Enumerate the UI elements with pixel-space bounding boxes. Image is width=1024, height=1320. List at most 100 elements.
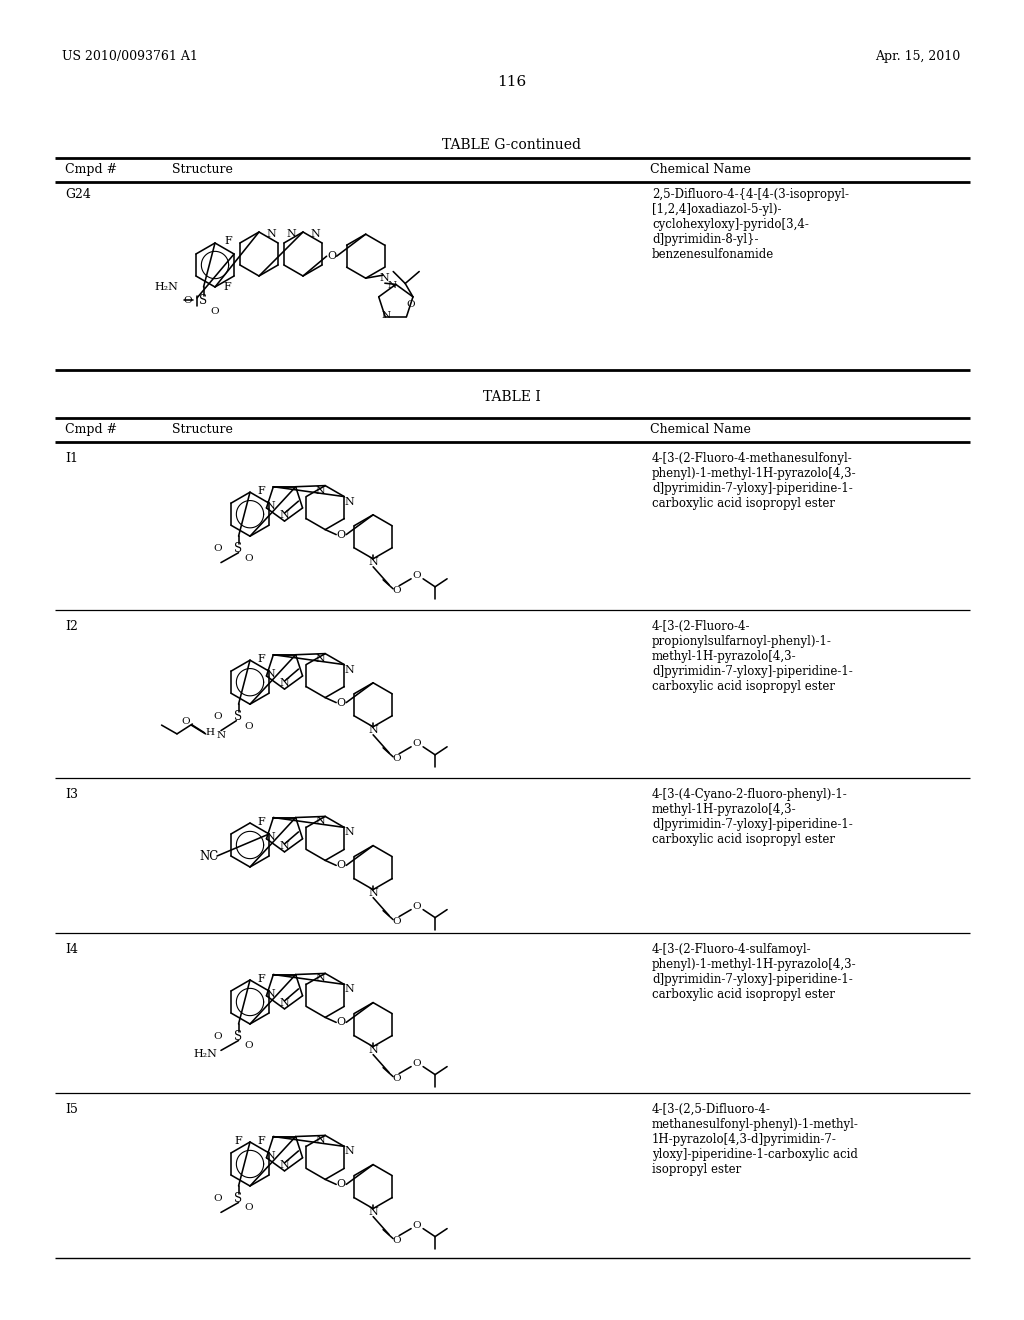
Text: N: N <box>266 230 276 239</box>
Text: 4-[3-(2-Fluoro-4-
propionylsulfarnoyl-phenyl)-1-
methyl-1H-pyrazolo[4,3-
d]pyrim: 4-[3-(2-Fluoro-4- propionylsulfarnoyl-ph… <box>652 620 853 693</box>
Text: 4-[3-(2,5-Difluoro-4-
methanesulfonyl-phenyl)-1-methyl-
1H-pyrazolo[4,3-d]pyrimi: 4-[3-(2,5-Difluoro-4- methanesulfonyl-ph… <box>652 1104 859 1176</box>
Text: O: O <box>413 902 422 911</box>
Text: Chemical Name: Chemical Name <box>650 422 751 436</box>
Text: N: N <box>369 1044 378 1055</box>
Text: O: O <box>337 1018 346 1027</box>
Text: O: O <box>393 586 401 595</box>
Text: 116: 116 <box>498 75 526 88</box>
Text: O: O <box>393 754 401 763</box>
Text: 4-[3-(4-Cyano-2-fluoro-phenyl)-1-
methyl-1H-pyrazolo[4,3-
d]pyrimidin-7-yloxy]-p: 4-[3-(4-Cyano-2-fluoro-phenyl)-1- methyl… <box>652 788 853 846</box>
Text: TABLE G-continued: TABLE G-continued <box>442 139 582 152</box>
Text: N: N <box>344 985 354 994</box>
Text: S: S <box>234 541 243 554</box>
Text: S: S <box>200 294 208 306</box>
Text: N: N <box>380 273 390 284</box>
Text: 2,5-Difluoro-4-{4-[4-(3-isopropyl-
[1,2,4]oxadiazol-5-yl)-
cyclohexyloxy]-pyrido: 2,5-Difluoro-4-{4-[4-(3-isopropyl- [1,2,… <box>652 187 849 261</box>
Text: N: N <box>280 510 290 520</box>
Text: H: H <box>206 729 214 738</box>
Text: N: N <box>310 230 319 239</box>
Text: N: N <box>344 664 354 675</box>
Text: O: O <box>413 1059 422 1068</box>
Text: O: O <box>337 1179 346 1189</box>
Text: N: N <box>280 998 290 1008</box>
Text: O: O <box>244 1041 253 1051</box>
Text: N: N <box>265 832 275 842</box>
Text: S: S <box>234 1030 243 1043</box>
Text: Cmpd #: Cmpd # <box>65 162 117 176</box>
Text: O: O <box>213 711 222 721</box>
Text: O: O <box>181 717 190 726</box>
Text: O: O <box>393 1074 401 1084</box>
Text: N: N <box>280 678 290 688</box>
Text: F: F <box>258 817 265 826</box>
Text: N: N <box>369 1206 378 1217</box>
Text: N: N <box>280 1160 290 1170</box>
Text: F: F <box>224 236 231 246</box>
Text: O: O <box>213 1193 222 1203</box>
Text: N: N <box>216 730 225 739</box>
Text: 4-[3-(2-Fluoro-4-sulfamoyl-
phenyl)-1-methyl-1H-pyrazolo[4,3-
d]pyrimidin-7-ylox: 4-[3-(2-Fluoro-4-sulfamoyl- phenyl)-1-me… <box>652 942 857 1001</box>
Text: S: S <box>234 710 243 723</box>
Text: F: F <box>258 1137 265 1146</box>
Text: O: O <box>413 1221 422 1230</box>
Text: O: O <box>413 739 422 748</box>
Text: O: O <box>327 251 336 261</box>
Text: I3: I3 <box>65 788 78 801</box>
Text: US 2010/0093761 A1: US 2010/0093761 A1 <box>62 50 198 63</box>
Text: N: N <box>369 557 378 566</box>
Text: O: O <box>337 861 346 870</box>
Text: I1: I1 <box>65 451 78 465</box>
Text: H₂N: H₂N <box>194 1048 217 1059</box>
Text: Structure: Structure <box>172 162 232 176</box>
Text: Cmpd #: Cmpd # <box>65 422 117 436</box>
Text: S: S <box>234 1192 243 1205</box>
Text: F: F <box>258 655 265 664</box>
Text: TABLE I: TABLE I <box>483 389 541 404</box>
Text: N: N <box>315 1135 325 1146</box>
Text: N: N <box>265 989 275 999</box>
Text: N: N <box>381 310 390 319</box>
Text: O: O <box>337 697 346 708</box>
Text: O: O <box>244 553 253 562</box>
Text: F: F <box>258 974 265 983</box>
Text: N: N <box>315 486 325 495</box>
Text: O: O <box>407 300 415 309</box>
Text: N: N <box>344 1146 354 1156</box>
Text: O: O <box>413 572 422 581</box>
Text: I2: I2 <box>65 620 78 634</box>
Text: N: N <box>286 230 296 239</box>
Text: I4: I4 <box>65 942 78 956</box>
Text: N: N <box>315 816 325 826</box>
Text: N: N <box>344 828 354 837</box>
Text: F: F <box>223 282 231 293</box>
Text: Apr. 15, 2010: Apr. 15, 2010 <box>874 50 961 63</box>
Text: I5: I5 <box>65 1104 78 1115</box>
Text: O: O <box>213 1032 222 1040</box>
Text: N: N <box>369 887 378 898</box>
Text: F: F <box>234 1137 243 1146</box>
Text: N: N <box>280 841 290 851</box>
Text: NC: NC <box>200 850 219 862</box>
Text: O: O <box>393 1236 401 1245</box>
Text: G24: G24 <box>65 187 91 201</box>
Text: O: O <box>210 306 219 315</box>
Text: O: O <box>184 296 193 305</box>
Text: N: N <box>315 973 325 983</box>
Text: Structure: Structure <box>172 422 232 436</box>
Text: H₂N: H₂N <box>155 282 178 292</box>
Text: N: N <box>265 669 275 678</box>
Text: 4-[3-(2-Fluoro-4-methanesulfonyl-
phenyl)-1-methyl-1H-pyrazolo[4,3-
d]pyrimidin-: 4-[3-(2-Fluoro-4-methanesulfonyl- phenyl… <box>652 451 857 510</box>
Text: O: O <box>393 917 401 927</box>
Text: N: N <box>344 496 354 507</box>
Text: N: N <box>265 502 275 511</box>
Text: O: O <box>244 722 253 731</box>
Text: N: N <box>315 653 325 664</box>
Text: O: O <box>244 1204 253 1213</box>
Text: N: N <box>387 281 396 290</box>
Text: N: N <box>265 1151 275 1160</box>
Text: F: F <box>258 486 265 496</box>
Text: Chemical Name: Chemical Name <box>650 162 751 176</box>
Text: O: O <box>337 529 346 540</box>
Text: O: O <box>213 544 222 553</box>
Text: N: N <box>369 725 378 735</box>
